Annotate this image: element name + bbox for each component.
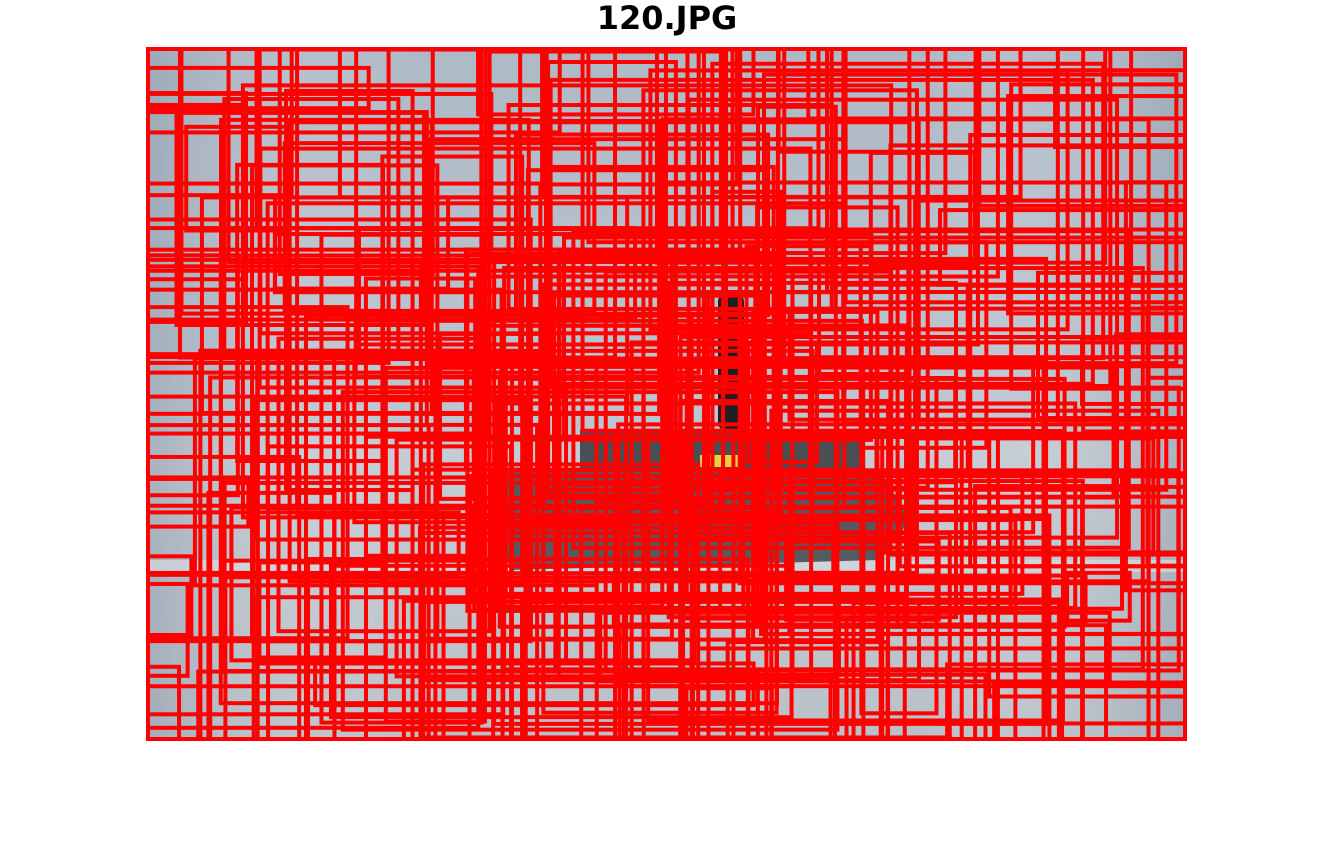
proposal-box bbox=[353, 318, 864, 379]
proposal-box bbox=[380, 154, 525, 586]
proposal-box bbox=[257, 560, 388, 660]
proposal-box bbox=[477, 323, 746, 612]
proposal-box bbox=[258, 146, 813, 336]
proposal-box bbox=[686, 97, 1120, 540]
image-border-box bbox=[146, 47, 1187, 741]
proposal-box bbox=[273, 195, 451, 291]
proposal-box bbox=[1065, 570, 1132, 623]
proposal-box bbox=[744, 244, 873, 442]
proposal-box bbox=[868, 150, 977, 267]
image-title: 120.JPG bbox=[597, 0, 738, 37]
proposal-box bbox=[710, 189, 783, 516]
proposal-box bbox=[265, 201, 847, 511]
